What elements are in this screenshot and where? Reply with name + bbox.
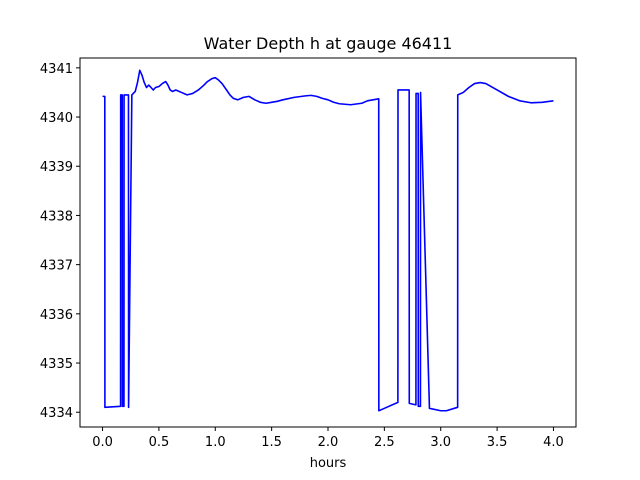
x-tick-label: 2.0 <box>318 435 339 450</box>
y-tick-label: 4337 <box>40 259 73 274</box>
y-tick-label: 4335 <box>40 357 73 372</box>
y-tick-label: 4336 <box>40 308 73 323</box>
y-tick-label: 4339 <box>40 160 73 175</box>
y-tick-label: 4338 <box>40 209 73 224</box>
series-line-0 <box>102 69 554 412</box>
x-tick-label: 0.0 <box>92 435 113 450</box>
x-tick-label: 3.0 <box>430 435 451 450</box>
y-tick-label: 4340 <box>40 111 73 126</box>
x-tick-label: 0.5 <box>149 435 170 450</box>
plot-area <box>102 69 554 412</box>
plot-frame <box>79 57 577 428</box>
x-axis-label: hours <box>310 456 347 471</box>
x-tick-label: 2.5 <box>374 435 395 450</box>
y-axis: 4334 4335 4336 4337 4338 4339 4340 4341 <box>40 62 80 421</box>
chart-title: Water Depth h at gauge 46411 <box>204 34 453 53</box>
x-tick-label: 1.5 <box>261 435 282 450</box>
y-tick-label: 4341 <box>40 62 73 77</box>
x-tick-label: 3.5 <box>487 435 508 450</box>
x-tick-label: 4.0 <box>543 435 564 450</box>
x-tick-label: 1.0 <box>205 435 226 450</box>
y-tick-label: 4334 <box>40 406 73 421</box>
x-axis: 0.0 0.5 1.0 1.5 2.0 2.5 3.0 3.5 4.0 <box>92 427 564 450</box>
